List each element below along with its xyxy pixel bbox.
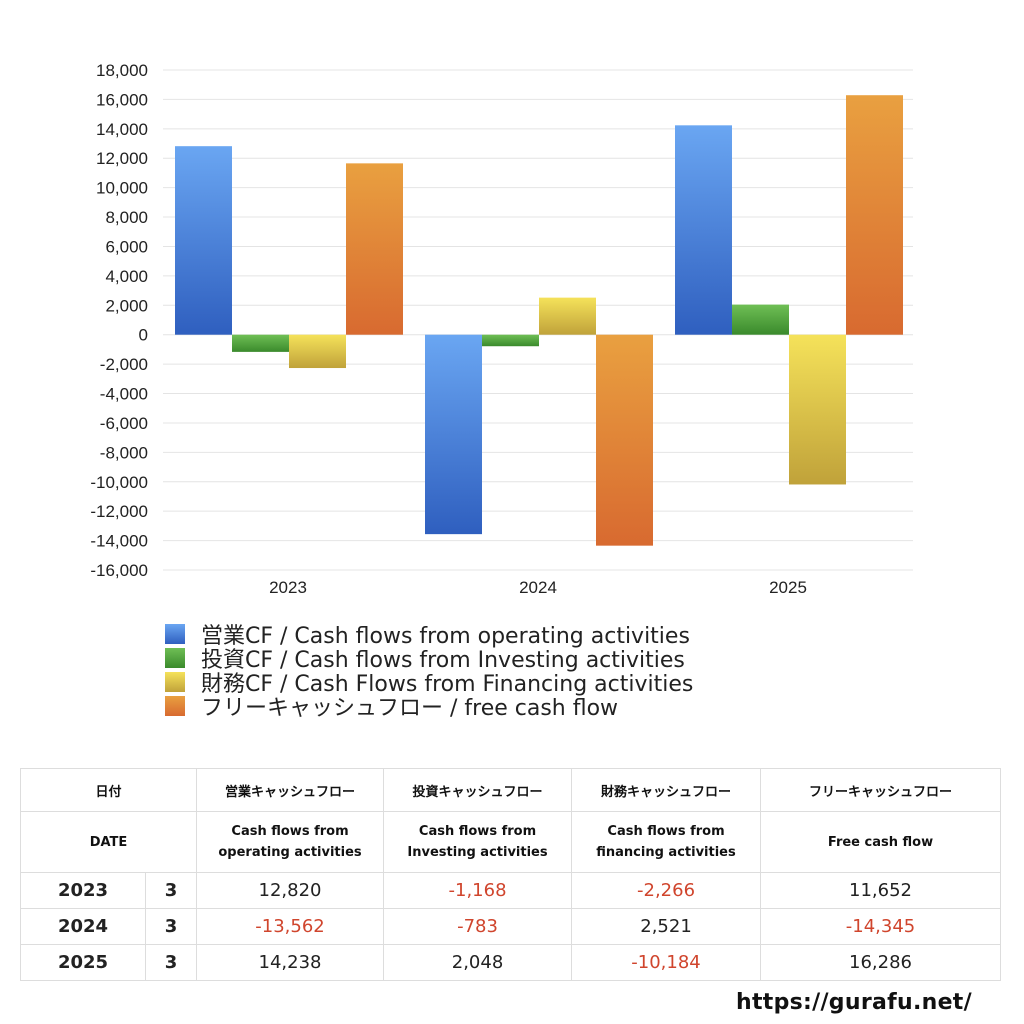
row-year: 2025 bbox=[20, 944, 146, 981]
bar-fcf-2025 bbox=[846, 95, 903, 335]
x-tick-label: 2023 bbox=[269, 578, 307, 597]
legend-item-investing: 投資CF / Cash flows from Investing activit… bbox=[165, 646, 693, 673]
header-financing-jp: 財務キャッシュフロー bbox=[571, 768, 762, 812]
header-investing-en: Cash flows from Investing activities bbox=[383, 811, 573, 873]
row-month: 3 bbox=[144, 944, 198, 981]
y-tick-label: -6,000 bbox=[100, 414, 148, 433]
row-financing: -10,184 bbox=[571, 944, 762, 981]
header-operating-en: Cash flows from operating activities bbox=[196, 811, 385, 873]
site-url[interactable]: https://gurafu.net/ bbox=[736, 990, 972, 1015]
cash-flow-bar-chart: 18,000 16,000 14,000 12,000 10,000 8,000 6,000… bbox=[90, 61, 913, 597]
bar-investing-2023 bbox=[232, 334, 289, 352]
row-month: 3 bbox=[144, 872, 198, 909]
legend-item-fcf: フリーキャッシュフロー / free cash flow bbox=[165, 694, 693, 721]
bar-financing-2024 bbox=[539, 297, 596, 335]
row-operating: 12,820 bbox=[196, 872, 385, 909]
bar-operating-2024 bbox=[425, 334, 482, 535]
y-tick-label: 16,000 bbox=[96, 90, 148, 109]
row-financing: 2,521 bbox=[571, 908, 762, 945]
table-header-en-row: DATE Cash flows from operating activitie… bbox=[19, 811, 1002, 873]
y-tick-label: 14,000 bbox=[96, 120, 148, 139]
row-investing: -783 bbox=[383, 908, 573, 945]
legend-item-operating: 営業CF / Cash flows from operating activit… bbox=[165, 622, 693, 649]
table-row: 2023 3 12,820 -1,168 -2,266 11,652 bbox=[20, 872, 1002, 909]
legend-label-operating: 営業CF / Cash flows from operating activit… bbox=[201, 624, 690, 649]
x-tick-label: 2024 bbox=[519, 578, 557, 597]
y-tick-label: -8,000 bbox=[100, 443, 148, 462]
header-fcf-en: Free cash flow bbox=[760, 811, 1002, 873]
y-tick-label: -12,000 bbox=[90, 502, 148, 521]
legend-swatch-operating bbox=[165, 624, 185, 644]
header-financing-en: Cash flows from financing activities bbox=[571, 811, 762, 873]
table-row: 2024 3 -13,562 -783 2,521 -14,345 bbox=[20, 908, 1002, 945]
header-date-en: DATE bbox=[19, 811, 198, 873]
row-operating: -13,562 bbox=[196, 908, 385, 945]
header-investing-jp: 投資キャッシュフロー bbox=[383, 768, 573, 812]
row-fcf: 16,286 bbox=[760, 944, 1002, 981]
header-date-jp: 日付 bbox=[19, 768, 198, 812]
y-tick-label: -4,000 bbox=[100, 385, 148, 404]
row-fcf: 11,652 bbox=[760, 872, 1002, 909]
legend: 営業CF / Cash flows from operating activit… bbox=[165, 622, 693, 721]
y-tick-label: -16,000 bbox=[90, 561, 148, 580]
bar-fcf-2023 bbox=[346, 163, 403, 335]
bar-fcf-2024 bbox=[596, 334, 653, 546]
row-financing: -2,266 bbox=[571, 872, 762, 909]
y-axis-ticks: 18,000 16,000 14,000 12,000 10,000 8,000 6,000… bbox=[90, 61, 148, 580]
row-operating: 14,238 bbox=[196, 944, 385, 981]
row-investing: 2,048 bbox=[383, 944, 573, 981]
y-tick-label: 0 bbox=[139, 326, 148, 345]
y-tick-label: 18,000 bbox=[96, 61, 148, 80]
y-tick-label: 4,000 bbox=[105, 267, 148, 286]
bar-financing-2023 bbox=[289, 334, 346, 369]
x-axis-ticks: 2023 2024 2025 bbox=[269, 578, 807, 597]
bar-operating-2023 bbox=[175, 146, 232, 335]
y-tick-label: 12,000 bbox=[96, 149, 148, 168]
bar-financing-2025 bbox=[789, 334, 846, 485]
legend-swatch-fcf bbox=[165, 696, 185, 716]
y-tick-label: 2,000 bbox=[105, 296, 148, 315]
row-month: 3 bbox=[144, 908, 198, 945]
y-tick-label: -10,000 bbox=[90, 473, 148, 492]
bar-investing-2024 bbox=[482, 334, 539, 347]
y-tick-label: 8,000 bbox=[105, 208, 148, 227]
y-tick-label: 10,000 bbox=[96, 179, 148, 198]
bar-operating-2025 bbox=[675, 125, 732, 335]
row-fcf: -14,345 bbox=[760, 908, 1002, 945]
legend-label-fcf: フリーキャッシュフロー / free cash flow bbox=[201, 696, 619, 721]
x-tick-label: 2025 bbox=[769, 578, 807, 597]
gridlines bbox=[163, 69, 913, 571]
row-year: 2024 bbox=[20, 908, 146, 945]
table-header-jp-row: 日付 営業キャッシュフロー 投資キャッシュフロー 財務キャッシュフロー フリーキ… bbox=[19, 768, 1002, 812]
legend-label-financing: 財務CF / Cash Flows from Financing activit… bbox=[201, 672, 694, 697]
bar-investing-2025 bbox=[732, 304, 789, 335]
bars bbox=[175, 95, 903, 546]
cash-flow-table: 日付 営業キャッシュフロー 投資キャッシュフロー 財務キャッシュフロー フリーキ… bbox=[19, 768, 1002, 981]
y-tick-label: 6,000 bbox=[105, 237, 148, 256]
header-operating-jp: 営業キャッシュフロー bbox=[196, 768, 385, 812]
y-tick-label: -2,000 bbox=[100, 355, 148, 374]
legend-swatch-financing bbox=[165, 672, 185, 692]
row-year: 2023 bbox=[20, 872, 146, 909]
legend-item-financing: 財務CF / Cash Flows from Financing activit… bbox=[165, 670, 693, 697]
y-tick-label: -14,000 bbox=[90, 532, 148, 551]
legend-label-investing: 投資CF / Cash flows from Investing activit… bbox=[201, 648, 685, 673]
header-fcf-jp: フリーキャッシュフロー bbox=[760, 768, 1002, 812]
table-row: 2025 3 14,238 2,048 -10,184 16,286 bbox=[20, 944, 1002, 981]
legend-swatch-investing bbox=[165, 648, 185, 668]
row-investing: -1,168 bbox=[383, 872, 573, 909]
